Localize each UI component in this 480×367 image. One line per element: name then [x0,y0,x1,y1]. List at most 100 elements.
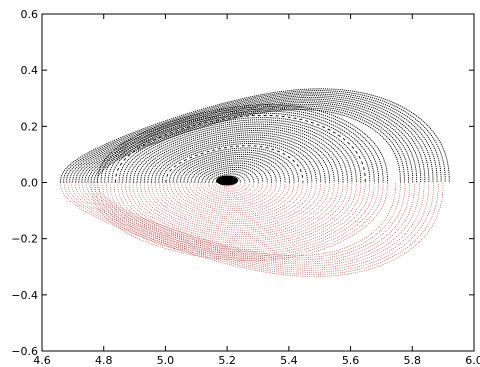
contour-upper-1-31 [111,112,371,183]
contour-upper-1-32 [107,110,375,183]
contour-lower-0-4 [82,182,415,265]
contour-lower-1-28 [117,182,357,246]
y-tick-label-0: 0.6 [21,8,39,21]
contour-upper-1-6 [201,166,259,183]
contour-upper-1-15 [169,147,299,183]
contour-upper-1-7 [197,164,264,183]
x-tick-label-5: 5.6 [342,354,360,367]
contour-lower-1-16 [162,182,304,220]
contour-upper-1-20 [151,136,322,183]
series-upper-half [60,88,450,183]
contour-upper-0-6 [78,98,426,183]
contour-upper-1-28 [122,119,357,183]
x-tick-label-4: 5.4 [280,354,298,367]
contour-upper-1-19 [154,138,317,183]
contour-lower-1-17 [159,182,308,222]
y-tick-label-6: −0.6 [11,345,38,358]
contour-upper-1-26 [129,123,348,183]
contour-upper-1-9 [190,160,273,183]
contour-lower-1-27 [121,182,353,244]
contour-lower-1-1 [219,182,237,188]
contour-lower-1-14 [170,182,295,216]
contour-upper-1-17 [161,143,308,183]
contour-upper-1-34 [100,106,384,183]
contour-lower-0-2 [89,182,406,261]
magnetic-axis-point [216,175,239,186]
contour-lower-1-10 [185,182,277,207]
contour-upper-1-21 [147,134,326,183]
contour-upper-1-5 [205,169,255,183]
contour-lower-1-2 [215,182,241,190]
contour-lower-1-13 [174,182,290,214]
y-tick-label-2: 0.2 [21,120,39,133]
contour-lower-0-3 [85,182,411,263]
y-tick-label-5: −0.4 [11,289,38,302]
contour-upper-1-11 [183,156,282,183]
contour-lower-1-24 [132,182,339,237]
y-tick-label-3: 0.0 [21,177,39,190]
contour-lower-0-5 [78,182,420,267]
contour-upper-1-4 [208,171,250,183]
contour-upper-1-12 [179,153,286,183]
contour-upper-1-33 [104,108,380,183]
contour-lower-1-23 [136,182,335,235]
contour-upper-1-25 [133,125,344,183]
contour-upper-1-10 [187,158,277,183]
contour-upper-0-0 [96,108,401,183]
contour-upper-1-14 [172,149,295,183]
contour-lower-0-6 [74,182,425,269]
contour-lower-1-12 [177,182,286,211]
contour-upper-0-8 [72,95,434,183]
contour-upper-1-2 [215,175,241,183]
contour-lower-1-26 [125,182,348,242]
contour-lower-1-20 [147,182,321,229]
contour-lower-1-5 [204,182,255,196]
contour-lower-1-35 [91,182,388,261]
contour-upper-1-29 [118,117,362,183]
contour-upper-1-23 [140,130,335,183]
x-tick-label-6: 5.8 [404,354,422,367]
contour-lower-1-15 [166,182,299,218]
contour-lower-0-7 [71,182,430,271]
contour-upper-1-22 [143,132,331,183]
contour-upper-0-1 [93,107,405,183]
x-tick-label-7: 6.0 [465,354,480,367]
contour-lower-1-4 [208,182,250,194]
contour-upper-1-13 [176,151,290,183]
contour-upper-0-12 [60,88,450,183]
contour-upper-0-2 [90,105,410,183]
contour-upper-1-18 [158,140,313,183]
contour-lower-1-33 [98,182,379,257]
x-tick-label-2: 5.0 [157,354,175,367]
contour-lower-1-7 [196,182,264,201]
contour-lower-1-11 [181,182,281,209]
y-tick-label-1: 0.4 [21,64,39,77]
contour-lower-0-1 [93,182,401,259]
axes-layer: 4.6 4.8 5.0 5.2 5.4 5.6 5.8 6.0 0.6 0.4 0.2 0.0 −0.2… [11,8,480,367]
x-tick-label-3: 5.2 [218,354,236,367]
contour-lower-1-3 [211,182,246,192]
contour-upper-0-9 [69,93,438,183]
x-tick-label-0: 4.6 [33,354,51,367]
contour-upper-0-7 [75,96,430,183]
contour-upper-0-11 [63,90,446,183]
contour-upper-1-3 [212,173,246,183]
contour-lower-1-19 [151,182,317,227]
contour-lower-1-8 [192,182,268,203]
contour-upper-1-16 [165,145,304,183]
contour-upper-1-35 [97,104,389,183]
x-tick-label-1: 4.8 [95,354,113,367]
contour-lower-0-9 [63,182,439,275]
contour-lower-1-25 [128,182,344,240]
data-layer [60,88,450,277]
contour-upper-0-4 [84,102,418,183]
contour-lower-1-6 [200,182,259,198]
y-tick-label-4: −0.2 [11,233,38,246]
contour-upper-0-10 [66,91,442,183]
contour-upper-1-30 [115,114,366,183]
contour-lower-1-9 [189,182,272,205]
contour-lower-1-18 [155,182,313,224]
contour-lower-1-30 [109,182,366,251]
contour-lower-1-22 [140,182,330,233]
